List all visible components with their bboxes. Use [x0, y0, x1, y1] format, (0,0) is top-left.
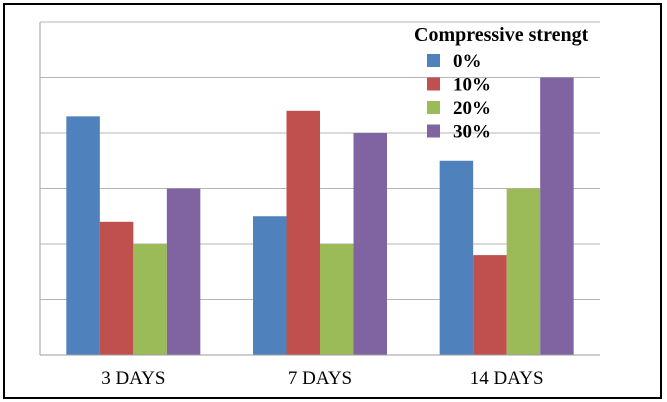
bar-0pct-14-days: [439, 160, 474, 355]
bars: [66, 77, 574, 355]
legend-swatch: [427, 124, 440, 138]
legend-label: 20%: [453, 98, 491, 119]
legend-swatch: [427, 54, 440, 67]
x-tick-label: 14 DAYS: [470, 368, 544, 389]
legend-label: 10%: [453, 75, 491, 96]
legend-label: 0%: [453, 51, 482, 72]
bar-10pct-3-days: [99, 221, 134, 355]
legend-label: 30%: [453, 122, 491, 143]
legend: Compressive strengt 0% 10%20% 30%: [414, 24, 589, 143]
bar-0pct-7-days: [253, 216, 287, 355]
bar-20pct-14-days: [506, 188, 541, 355]
legend-swatch: [427, 101, 440, 114]
bar-10pct-7-days: [286, 110, 320, 355]
legend-swatch: [427, 77, 440, 91]
axes: [39, 22, 600, 356]
bar-0pct-3-days: [66, 116, 100, 355]
bar-10pct-14-days: [473, 255, 507, 355]
bar-20pct-3-days: [133, 244, 167, 355]
bar-30pct-3-days: [166, 188, 201, 355]
legend-title: Compressive strengt: [414, 24, 589, 46]
x-tick-label: 7 DAYS: [288, 368, 352, 389]
bar-30pct-14-days: [540, 77, 574, 355]
x-tick-labels: 3 DAYS 7 DAYS 14 DAYS: [101, 368, 543, 389]
x-tick-label: 3 DAYS: [101, 368, 165, 389]
bar-20pct-7-days: [320, 244, 354, 355]
bar-30pct-7-days: [353, 133, 387, 355]
